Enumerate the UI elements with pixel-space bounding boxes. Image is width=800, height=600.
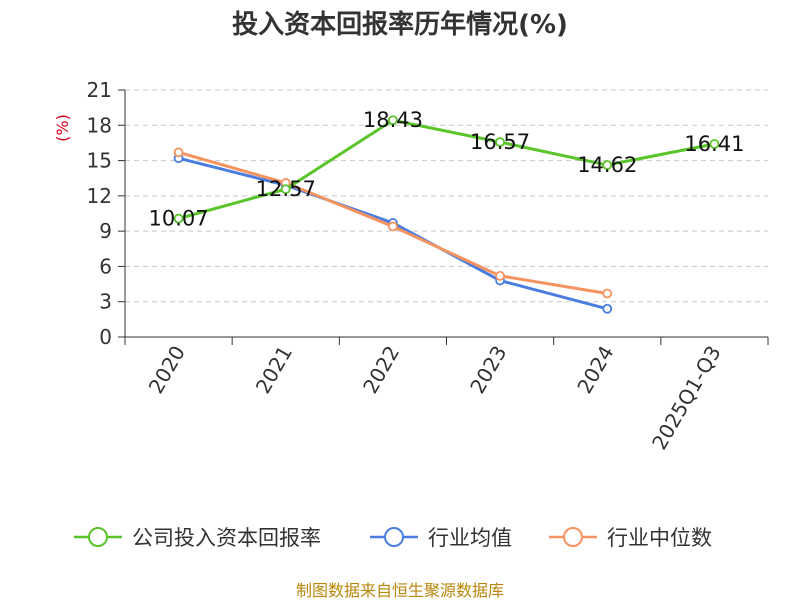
data-point	[388, 115, 398, 126]
legend-swatch-marker	[563, 527, 583, 547]
series-line	[178, 156, 608, 311]
data-point	[173, 147, 184, 158]
series-1	[173, 153, 613, 314]
data-point	[280, 184, 291, 195]
data-label: 10.07	[149, 207, 209, 231]
series-0	[173, 115, 720, 224]
series-layer	[173, 115, 720, 314]
data-point	[388, 221, 398, 232]
x-tick-label: 2025Q1-Q3	[647, 342, 726, 454]
y-tick-label: 3	[99, 290, 112, 314]
x-tick-label: 2023	[465, 342, 511, 398]
data-labels: 10.07 12.57 18.43 16.57 14.62 16.41	[149, 108, 745, 230]
y-tick-label: 9	[99, 219, 112, 243]
x-tick-label: 2024	[572, 342, 618, 398]
y-tick-label: 21	[87, 78, 112, 102]
x-tick-label: 2022	[358, 342, 404, 398]
gridlines	[125, 89, 768, 303]
data-label: 12.57	[256, 177, 316, 201]
data-label: 16.41	[684, 132, 744, 156]
legend-item: 公司投入资本回报率	[74, 526, 321, 550]
y-tick-label: 6	[99, 254, 112, 278]
legend-label: 行业中位数	[607, 526, 712, 550]
data-point	[602, 288, 613, 299]
data-point	[173, 213, 184, 224]
y-tick-label: 12	[87, 184, 112, 208]
series-2	[173, 147, 613, 299]
series-line	[178, 118, 715, 221]
source-note: 制图数据来自恒生聚源数据库	[296, 581, 504, 600]
legend-item: 行业均值	[370, 526, 512, 550]
y-tick-label: 15	[87, 149, 112, 173]
legend-swatch-marker	[88, 527, 108, 547]
y-axis-label: (%)	[53, 114, 72, 142]
data-point	[602, 303, 613, 314]
data-point	[495, 137, 505, 148]
y-tick-label: 18	[87, 113, 112, 137]
legend-item: 行业中位数	[549, 526, 712, 550]
y-tick-label: 0	[99, 325, 112, 349]
x-tick-label: 2020	[144, 342, 190, 398]
legend-swatch-marker	[384, 527, 404, 547]
x-tick-label: 2021	[251, 342, 297, 398]
data-label: 16.57	[470, 130, 530, 154]
axes: 0 3 6 9 12 15 18 21 2020 2021 2022 2023 2024 2025Q1-Q…	[87, 78, 769, 454]
legend-label: 行业均值	[428, 526, 512, 550]
data-point	[709, 139, 720, 149]
data-label: 14.62	[577, 153, 637, 177]
legend: 公司投入资本回报率 行业均值 行业中位数	[74, 526, 712, 550]
data-point	[495, 270, 505, 281]
data-label: 18.43	[363, 108, 423, 132]
data-point	[602, 160, 613, 170]
chart-title: 投入资本回报率历年情况(%)	[232, 9, 568, 40]
legend-label: 公司投入资本回报率	[132, 526, 321, 550]
